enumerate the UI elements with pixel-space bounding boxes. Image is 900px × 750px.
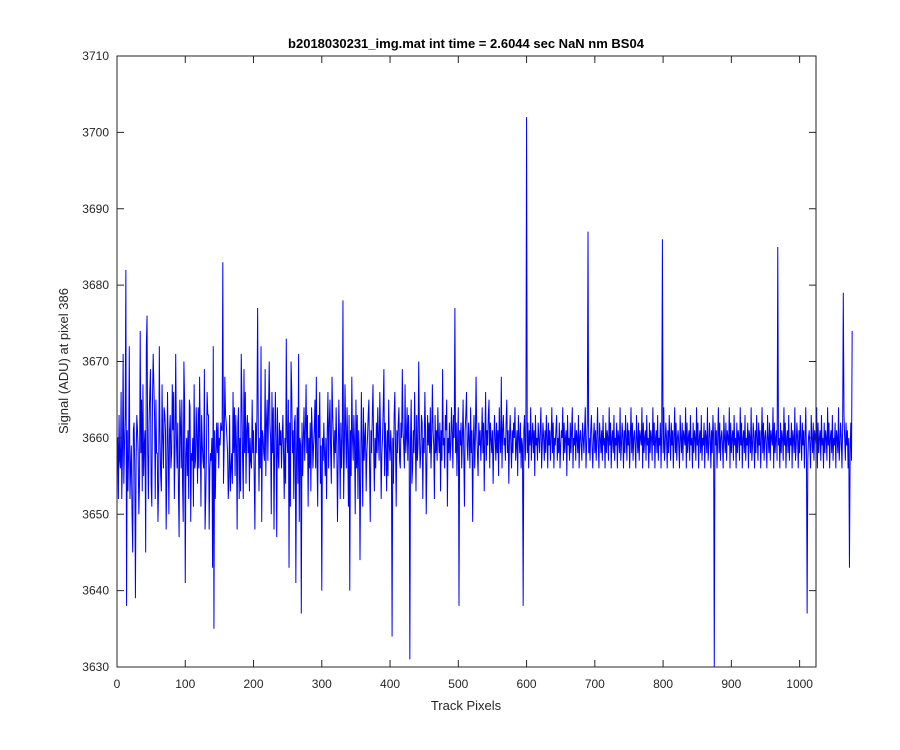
x-axis-label: Track Pixels	[431, 698, 502, 713]
x-tick-label: 300	[312, 677, 332, 691]
x-tick-label: 100	[175, 677, 195, 691]
y-tick-label: 3710	[82, 49, 109, 63]
y-tick-label: 3640	[82, 584, 109, 598]
x-tick-label: 600	[517, 677, 537, 691]
y-tick-label: 3650	[82, 507, 109, 521]
chart-title: b2018030231_img.mat int time = 2.6044 se…	[288, 36, 645, 51]
y-axis: 3630 3640 3650 3660 3670 3680 3690 3700 3710	[82, 49, 816, 674]
y-tick-label: 3630	[82, 660, 109, 674]
y-axis-label: Signal (ADU) at pixel 386	[56, 288, 71, 434]
x-tick-label: 1000	[786, 677, 813, 691]
y-tick-label: 3700	[82, 125, 109, 139]
y-tick-label: 3690	[82, 202, 109, 216]
x-tick-label: 800	[653, 677, 673, 691]
series-line	[117, 117, 853, 668]
y-tick-label: 3670	[82, 355, 109, 369]
x-axis: 0 100 200 300 400 500 600 700 800 900 1000	[114, 56, 813, 691]
x-tick-label: 700	[585, 677, 605, 691]
y-tick-label: 3680	[82, 278, 109, 292]
x-tick-label: 500	[448, 677, 468, 691]
x-tick-label: 200	[244, 677, 264, 691]
x-tick-label: 400	[380, 677, 400, 691]
x-tick-label: 0	[114, 677, 121, 691]
plot-area	[117, 56, 816, 667]
y-tick-label: 3660	[82, 431, 109, 445]
data-layer	[117, 117, 853, 668]
x-tick-label: 900	[721, 677, 741, 691]
